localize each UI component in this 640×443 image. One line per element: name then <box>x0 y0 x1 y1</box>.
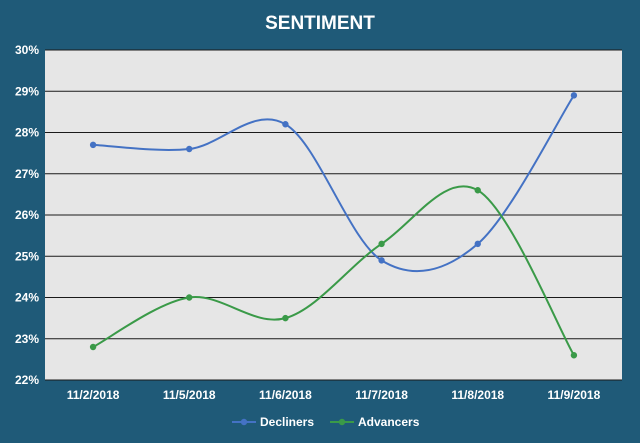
legend-label: Advancers <box>358 415 420 429</box>
data-point-advancers <box>570 352 578 359</box>
y-tick-label: 27% <box>15 167 39 181</box>
y-tick-label: 28% <box>15 126 39 140</box>
legend-marker <box>240 418 248 426</box>
x-tick-label: 11/9/2018 <box>548 388 601 402</box>
data-point-advancers <box>474 187 481 194</box>
x-tick-label: 11/6/2018 <box>259 388 312 402</box>
legend: Decliners Advancers <box>232 415 420 429</box>
chart-title: SENTIMENT <box>265 13 375 34</box>
data-point-decliners <box>186 145 193 153</box>
y-tick-label: 29% <box>15 84 39 98</box>
data-point-decliners <box>570 92 578 99</box>
legend-label: Decliners <box>260 415 314 429</box>
y-tick-label: 25% <box>15 249 39 263</box>
x-tick-label: 11/7/2018 <box>355 388 408 402</box>
series-points <box>89 92 578 359</box>
data-point-advancers <box>186 294 193 301</box>
x-tick-label: 11/8/2018 <box>451 388 504 402</box>
x-tick-label: 11/5/2018 <box>163 388 216 402</box>
y-tick-label: 30% <box>15 43 39 57</box>
y-tick-label: 24% <box>15 291 39 305</box>
y-tick-label: 26% <box>15 208 39 222</box>
data-point-decliners <box>378 257 385 264</box>
y-tick-label: 22% <box>15 373 39 387</box>
data-point-advancers <box>378 240 385 248</box>
data-point-decliners <box>474 240 481 248</box>
x-axis-ticks: 11/2/2018 11/5/2018 11/6/2018 11/7/2018 11/8… <box>45 379 622 402</box>
y-axis-ticks: 22% 23% 24% 25% 26% 27% 28% 29% 30% <box>15 43 39 387</box>
data-point-decliners <box>89 141 97 149</box>
legend-marker <box>338 418 346 426</box>
data-point-advancers <box>89 343 97 351</box>
data-point-advancers <box>282 314 289 322</box>
data-point-decliners <box>282 121 289 128</box>
x-tick-label: 11/2/2018 <box>67 388 120 402</box>
y-tick-label: 23% <box>15 332 39 346</box>
